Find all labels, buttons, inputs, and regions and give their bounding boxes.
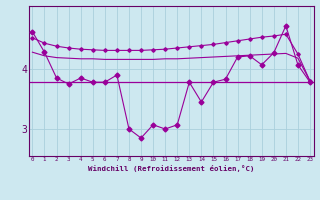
X-axis label: Windchill (Refroidissement éolien,°C): Windchill (Refroidissement éolien,°C) — [88, 165, 254, 172]
